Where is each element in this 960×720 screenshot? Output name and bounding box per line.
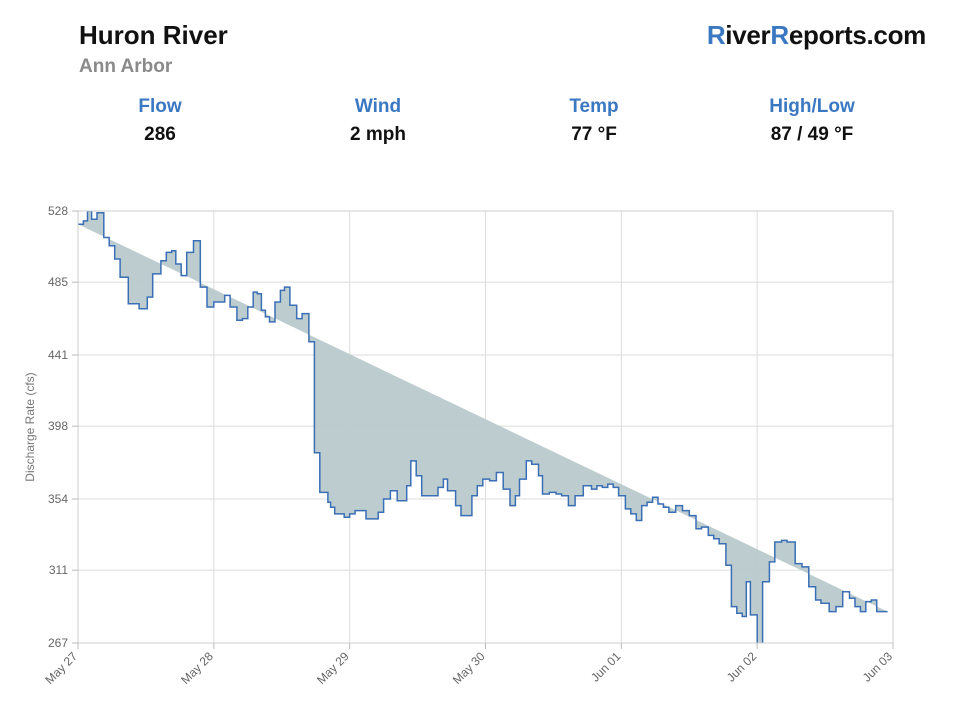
stat-wind: Wind 2 mph <box>278 96 478 146</box>
y-axis-label: Discharge Rate (cfs) <box>23 372 37 481</box>
brand-part-1: iver <box>725 20 771 50</box>
stat-label: Temp <box>569 96 619 117</box>
y-tick-label: 267 <box>48 636 68 650</box>
x-tick-label: May 28 <box>178 649 216 687</box>
brand-initial-2: R <box>770 20 789 50</box>
brand-part-2: eports.com <box>788 20 926 50</box>
x-tick-label: May 30 <box>450 649 488 687</box>
stat-value: 77 °F <box>571 124 617 145</box>
y-tick-label: 311 <box>49 563 68 577</box>
discharge-area <box>78 211 888 643</box>
x-tick-label: Jun 01 <box>588 649 624 685</box>
discharge-line <box>78 211 888 643</box>
x-axis: May 27 May 28 May 29 May 30 Jun 01 Jun 02 Jun … <box>42 643 895 687</box>
location-name: Ann Arbor <box>79 56 173 77</box>
stat-label: Wind <box>354 96 402 117</box>
brand-initial-1: R <box>706 20 726 50</box>
y-tick-label: 398 <box>48 419 68 433</box>
y-tick-label: 354 <box>48 492 68 506</box>
y-tick-label: 528 <box>48 204 68 218</box>
river-name: Huron River <box>79 20 228 50</box>
x-tick-label: May 27 <box>42 649 80 687</box>
y-axis: 267 311 354 398 441 485 528 <box>48 204 78 650</box>
stats-row: Flow 286 Wind 2 mph Temp 77 °F High/Low … <box>80 96 880 156</box>
stat-temp: Temp 77 °F <box>494 96 694 146</box>
x-tick-label: Jun 03 <box>860 649 896 685</box>
stat-value: 286 <box>144 124 176 145</box>
brand-logo[interactable]: RiverReports.com <box>707 20 926 51</box>
x-tick-label: May 29 <box>314 649 352 687</box>
y-tick-label: 485 <box>48 275 68 289</box>
stat-value: 2 mph <box>350 124 406 145</box>
stat-high-low: High/Low 87 / 49 °F <box>712 96 912 146</box>
y-tick-label: 441 <box>48 348 68 362</box>
stat-label: High/Low <box>769 96 855 117</box>
x-tick-label: Jun 02 <box>724 649 760 685</box>
stat-value: 87 / 49 °F <box>770 124 854 145</box>
stat-label: Flow <box>138 96 182 117</box>
stat-flow: Flow 286 <box>60 96 260 146</box>
